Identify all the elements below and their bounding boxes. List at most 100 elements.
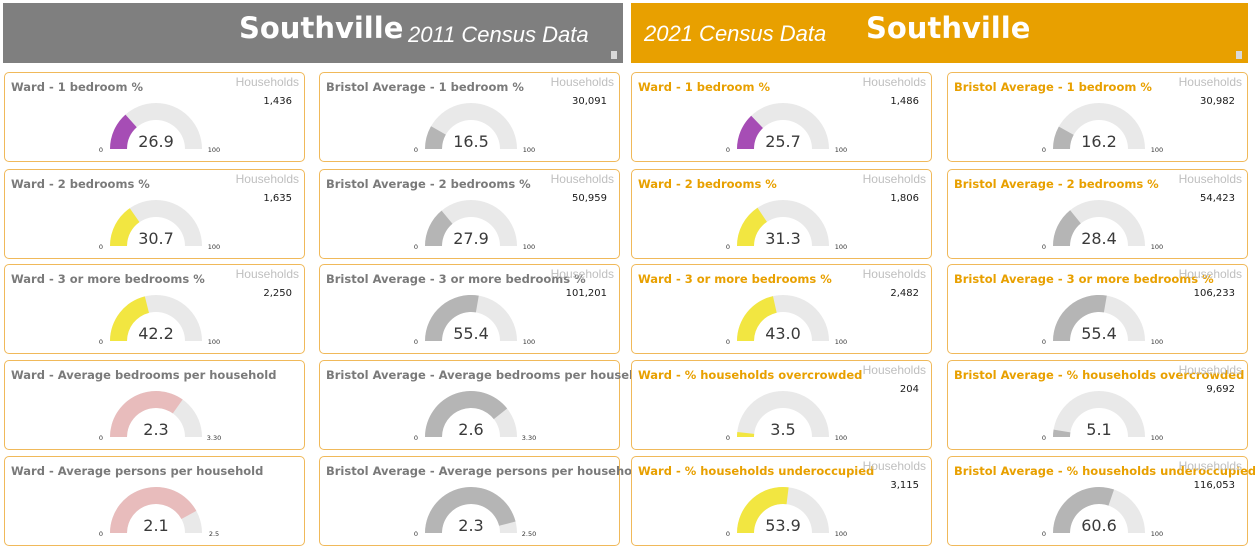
ward-title-2011: Southville	[239, 11, 404, 45]
gauge-value-label: 55.4	[453, 324, 489, 343]
gauge-value-label: 5.1	[1086, 420, 1111, 439]
gauge-title: Ward - % households underoccupied	[638, 464, 875, 478]
gauge-card-2011-bristol-average-3-or-more-bedrooms[interactable]: Bristol Average - 3 or more bedrooms % Ho…	[319, 264, 620, 354]
gauge-chart: 16.5 0 100	[414, 103, 535, 154]
households-value: 2,482	[890, 288, 919, 299]
households-label: Households	[550, 75, 614, 89]
gauge-title: Bristol Average - Average persons per ho…	[326, 464, 645, 478]
gauge-max-label: 100	[835, 243, 847, 251]
gauge-chart: 2.3 0 2.50	[414, 487, 536, 538]
gauge-title: Ward - 1 bedroom %	[638, 80, 770, 94]
gauge-value-label: 2.1	[143, 516, 168, 535]
households-label: Households	[550, 172, 614, 186]
households-label: Households	[862, 75, 926, 89]
gauge-card-2011-ward-1-bedroom[interactable]: Ward - 1 bedroom % Households 1,436 26.9 0 10…	[4, 72, 305, 162]
gauge-title: Bristol Average - 2 bedrooms %	[954, 177, 1159, 191]
gauge-chart: 31.3 0 100	[726, 200, 847, 251]
gauge-title: Ward - % households overcrowded	[638, 368, 863, 382]
gauge-card-2011-bristol-average-average-bedrooms-per-household[interactable]: Bristol Average - Average bedrooms per h…	[319, 360, 657, 450]
gauge-card-2021-ward-1-bedroom[interactable]: Ward - 1 bedroom % Households 1,486 25.7 0 10…	[631, 72, 932, 162]
gauge-card-2021-ward-households-overcrowded[interactable]: Ward - % households overcrowded Household…	[631, 360, 932, 450]
gauge-track	[110, 200, 202, 246]
gauge-chart: 28.4 0 100	[1042, 200, 1163, 251]
households-value: 9,692	[1206, 384, 1235, 395]
gauge-value-label: 16.2	[1081, 132, 1117, 151]
gauge-value-label: 25.7	[765, 132, 801, 151]
gauge-card-2021-ward-3-or-more-bedrooms[interactable]: Ward - 3 or more bedrooms % Households 2,4…	[631, 264, 932, 354]
gauge-value-arc	[737, 296, 777, 341]
gauge-track	[425, 103, 517, 149]
gauge-chart: 43.0 0 100	[726, 295, 847, 346]
households-value: 30,091	[572, 96, 607, 107]
gauge-max-label: 100	[208, 243, 220, 251]
gauge-value-arc	[110, 487, 197, 533]
resize-handle-icon[interactable]	[611, 51, 617, 59]
gauge-chart: 2.1 0 2.5	[99, 487, 219, 538]
gauge-title: Bristol Average - 1 bedroom %	[326, 80, 524, 94]
gauge-track	[737, 103, 829, 149]
gauge-track	[425, 200, 517, 246]
gauge-value-arc	[425, 126, 446, 149]
gauge-chart: 30.7 0 100	[99, 200, 220, 251]
households-value: 30,982	[1200, 96, 1235, 107]
gauge-card-2011-ward-3-or-more-bedrooms[interactable]: Ward - 3 or more bedrooms % Households 2,2…	[4, 264, 305, 354]
gauge-min-label: 0	[726, 434, 730, 442]
households-label: Households	[1178, 75, 1242, 89]
gauge-card-2021-bristol-average-3-or-more-bedrooms[interactable]: Bristol Average - 3 or more bedrooms % Ho…	[947, 264, 1248, 354]
gauge-value-arc	[737, 115, 763, 149]
gauge-min-label: 0	[99, 146, 103, 154]
gauge-title: Ward - Average persons per household	[11, 464, 264, 478]
households-value: 2,250	[263, 288, 292, 299]
households-label: Households	[862, 267, 926, 281]
gauge-track	[110, 103, 202, 149]
gauge-card-2021-ward-households-underoccupied[interactable]: Ward - % households underoccupied Househo…	[631, 456, 932, 546]
gauge-min-label: 0	[99, 338, 103, 346]
gauge-max-label: 100	[835, 530, 847, 538]
gauge-card-2011-ward-2-bedrooms[interactable]: Ward - 2 bedrooms % Households 1,635 30.7 0 1…	[4, 169, 305, 259]
gauge-value-arc	[1053, 126, 1074, 149]
gauge-card-2011-ward-average-persons-per-household[interactable]: Ward - Average persons per household 2.1 0…	[4, 456, 305, 546]
resize-handle-icon[interactable]	[1236, 51, 1242, 59]
gauge-max-label: 100	[523, 146, 535, 154]
gauge-card-2021-bristol-average-1-bedroom[interactable]: Bristol Average - 1 bedroom % Households 3…	[947, 72, 1248, 162]
gauge-value-label: 43.0	[765, 324, 801, 343]
gauge-card-2011-ward-average-bedrooms-per-household[interactable]: Ward - Average bedrooms per household 2.3…	[4, 360, 305, 450]
gauge-min-label: 0	[726, 146, 730, 154]
gauge-value-label: 2.6	[458, 420, 483, 439]
gauge-max-label: 100	[523, 243, 535, 251]
gauge-card-2021-bristol-average-households-overcrowded[interactable]: Bristol Average - % households overcrowd…	[947, 360, 1248, 450]
gauge-chart: 42.2 0 100	[99, 295, 220, 346]
gauge-title: Ward - 3 or more bedrooms %	[638, 272, 832, 286]
households-value: 3,115	[890, 480, 919, 491]
gauge-min-label: 0	[1042, 338, 1046, 346]
gauge-min-label: 0	[99, 434, 103, 442]
header-2021: 2021 Census Data Southville	[631, 3, 1248, 63]
gauge-card-2011-bristol-average-average-persons-per-household[interactable]: Bristol Average - Average persons per ho…	[319, 456, 644, 546]
gauge-title: Bristol Average - 3 or more bedrooms %	[954, 272, 1214, 286]
gauge-max-label: 100	[208, 338, 220, 346]
gauge-value-arc	[1053, 429, 1071, 437]
households-label: Households	[235, 172, 299, 186]
households-value: 54,423	[1200, 193, 1235, 204]
gauge-card-2021-bristol-average-households-underoccupied[interactable]: Bristol Average - % households underoccu…	[947, 456, 1255, 546]
gauge-value-arc	[425, 294, 479, 341]
gauge-card-2011-bristol-average-2-bedrooms[interactable]: Bristol Average - 2 bedrooms % Households…	[319, 169, 620, 259]
gauge-value-arc	[425, 390, 508, 437]
gauge-value-label: 31.3	[765, 229, 801, 248]
gauge-min-label: 0	[726, 338, 730, 346]
gauge-min-label: 0	[99, 530, 103, 538]
gauge-chart: 27.9 0 100	[414, 200, 535, 251]
gauge-chart: 5.1 0 100	[1042, 391, 1163, 442]
gauge-card-2011-bristol-average-1-bedroom[interactable]: Bristol Average - 1 bedroom % Households 3…	[319, 72, 620, 162]
gauge-title: Bristol Average - 2 bedrooms %	[326, 177, 531, 191]
gauge-card-2021-bristol-average-2-bedrooms[interactable]: Bristol Average - 2 bedrooms % Households…	[947, 169, 1248, 259]
households-label: Households	[862, 363, 926, 377]
gauge-chart: 53.9 0 100	[726, 486, 847, 538]
gauge-track	[1053, 103, 1145, 149]
gauge-card-2021-ward-2-bedrooms[interactable]: Ward - 2 bedrooms % Households 1,806 31.3 0 1…	[631, 169, 932, 259]
gauge-max-label: 3.30	[522, 434, 536, 442]
households-label: Households	[862, 459, 926, 473]
gauge-max-label: 100	[1151, 338, 1163, 346]
households-label: Households	[1178, 267, 1242, 281]
gauge-value-arc	[110, 391, 183, 437]
